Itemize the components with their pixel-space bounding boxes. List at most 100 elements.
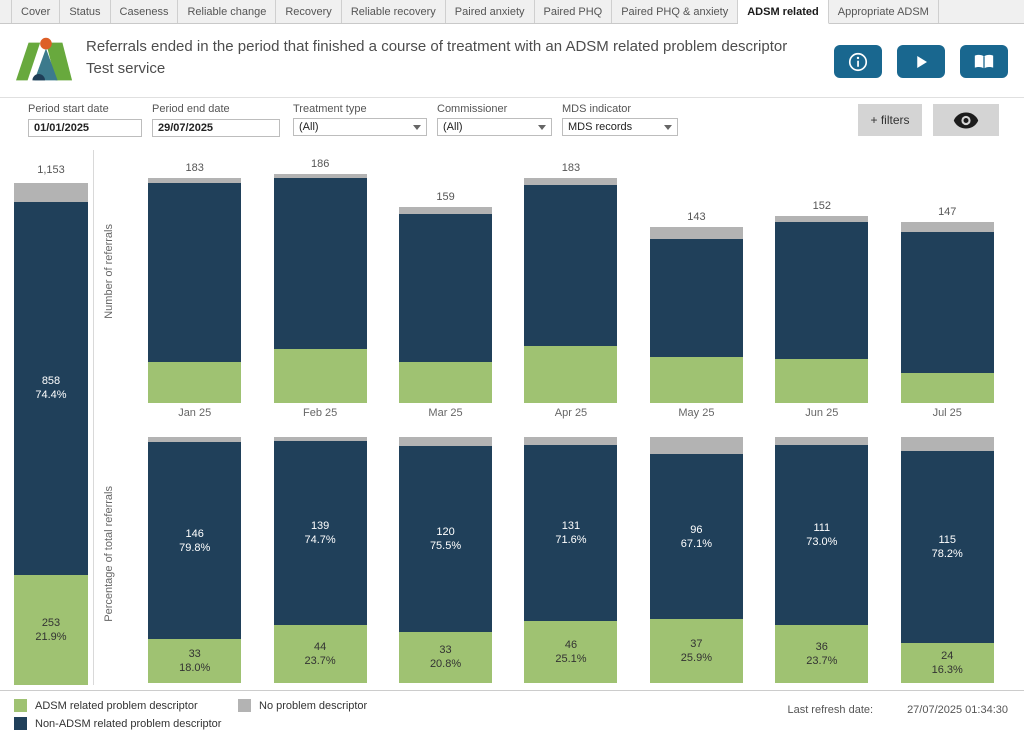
bar-segment-navy[interactable]: 120 75.5%: [399, 446, 493, 632]
tab-recovery[interactable]: Recovery: [276, 0, 342, 23]
stacked-bar: [399, 207, 493, 403]
bar-segment-label: 115 78.2%: [931, 533, 963, 560]
treatment-type-value: (All): [299, 121, 319, 133]
bar-segment-green[interactable]: 36 23.7%: [775, 624, 869, 683]
bar-segment-gray[interactable]: [148, 178, 242, 183]
service-logo-icon: [16, 37, 73, 81]
period-end-input[interactable]: [152, 119, 280, 137]
tab-reliable-recovery[interactable]: Reliable recovery: [342, 0, 446, 23]
bar-segment-green[interactable]: 33 20.8%: [399, 631, 493, 683]
chevron-down-icon: [413, 124, 421, 130]
tab-caseness[interactable]: Caseness: [111, 0, 179, 23]
bar-segment-gray[interactable]: [900, 222, 994, 232]
bar-segment-navy[interactable]: 139 74.7%: [273, 440, 367, 625]
tab-paired-phq-anxiety[interactable]: Paired PHQ & anxiety: [612, 0, 739, 23]
bar-segment-gray[interactable]: [775, 216, 869, 223]
axis-separator: [93, 150, 94, 685]
tab-appropriate-adsm[interactable]: Appropriate ADSM: [829, 0, 939, 23]
bar-segment-green[interactable]: 24 16.3%: [900, 642, 994, 683]
bar-segment-navy[interactable]: 111 73.0%: [775, 445, 869, 625]
month-column: 183: [132, 150, 257, 403]
bar-segment-green[interactable]: [900, 373, 994, 403]
bar-segment-gray[interactable]: [649, 437, 743, 455]
month-column: 183: [508, 150, 633, 403]
bar-segment-navy[interactable]: [148, 182, 242, 363]
chevron-down-icon: [538, 124, 546, 130]
bar-segment-green[interactable]: [399, 362, 493, 403]
show-hide-button[interactable]: [933, 104, 999, 136]
bar-segment-navy[interactable]: [273, 177, 367, 349]
bar-segment-green[interactable]: 44 23.7%: [273, 624, 367, 683]
month-column: 152: [759, 150, 884, 403]
legend-item-adsm[interactable]: ADSM related problem descriptor: [14, 699, 198, 712]
bar-segment-green[interactable]: [148, 362, 242, 403]
tab-status[interactable]: Status: [60, 0, 111, 23]
info-button[interactable]: [834, 45, 882, 78]
bar-segment-gray[interactable]: [14, 183, 88, 202]
bar-segment-gray[interactable]: [649, 227, 743, 240]
stacked-bar: [148, 178, 242, 403]
mds-indicator-select[interactable]: MDS records: [562, 118, 678, 136]
bar-segment-label: 36 23.7%: [806, 640, 838, 667]
month-column: 159: [383, 150, 508, 403]
bar-total-label: 183: [561, 162, 581, 174]
bar-segment-label: 96 67.1%: [680, 523, 712, 550]
tab-cover[interactable]: Cover: [12, 0, 61, 23]
bar-segment-navy[interactable]: 146 79.8%: [148, 442, 242, 639]
bar-segment-green[interactable]: 37 25.9%: [649, 619, 743, 683]
bar-segment-gray[interactable]: [524, 178, 618, 186]
tab-reliable-change[interactable]: Reliable change: [178, 0, 277, 23]
month-column: 146 79.8% 33 18.0%: [132, 437, 257, 683]
bar-segment-navy[interactable]: [900, 231, 994, 374]
bar-segment-navy[interactable]: [524, 185, 618, 347]
bar-segment-gray[interactable]: [399, 437, 493, 447]
bar-segment-gray[interactable]: [273, 174, 367, 178]
bar-segment-green[interactable]: 253 21.9%: [14, 575, 88, 685]
stacked-bar: 146 79.8% 33 18.0%: [148, 437, 242, 683]
commissioner-value: (All): [443, 121, 463, 133]
stacked-bar: [900, 222, 994, 403]
commissioner-label: Commissioner: [437, 103, 508, 115]
legend-item-no-descriptor[interactable]: No problem descriptor: [238, 699, 367, 712]
bar-segment-navy[interactable]: 131 71.6%: [524, 445, 618, 622]
month-column: 120 75.5% 33 20.8%: [383, 437, 508, 683]
tab-adsm-related[interactable]: ADSM related: [738, 0, 829, 24]
bar-segment-navy[interactable]: 96 67.1%: [649, 454, 743, 620]
bar-segment-gray[interactable]: [148, 437, 242, 443]
bar-segment-green[interactable]: [775, 358, 869, 403]
period-start-input[interactable]: [28, 119, 142, 137]
bar-segment-gray[interactable]: [273, 437, 367, 441]
bar-segment-label: 33 18.0%: [179, 647, 211, 674]
bar-segment-navy[interactable]: [775, 222, 869, 359]
legend-item-non-adsm[interactable]: Non-ADSM related problem descriptor: [14, 717, 221, 730]
bar-segment-navy[interactable]: [649, 239, 743, 358]
commissioner-select[interactable]: (All): [437, 118, 552, 136]
tab-paired-anxiety[interactable]: Paired anxiety: [446, 0, 535, 23]
overall-bar: 858 74.4% 253 21.9%: [14, 183, 88, 685]
bar-segment-gray[interactable]: [524, 437, 618, 446]
bar-segment-gray[interactable]: [775, 437, 869, 446]
bar-segment-green[interactable]: [649, 357, 743, 403]
month-column: 147: [885, 150, 1010, 403]
bar-segment-gray[interactable]: [900, 437, 994, 451]
bar-segment-navy[interactable]: 858 74.4%: [14, 201, 88, 576]
stacked-bar: 131 71.6% 46 25.1%: [524, 437, 618, 683]
bar-segment-navy[interactable]: 115 78.2%: [900, 450, 994, 643]
bar-segment-green[interactable]: 46 25.1%: [524, 621, 618, 683]
bar-segment-gray[interactable]: [399, 207, 493, 215]
bar-total-label: 143: [687, 211, 706, 223]
month-column: 139 74.7% 44 23.7%: [257, 437, 382, 683]
month-column: 115 78.2% 24 16.3%: [885, 437, 1010, 683]
monthly-counts-chart: 183 186 159 183 143 152 147: [132, 150, 1010, 403]
bar-segment-green[interactable]: [273, 348, 367, 403]
bar-segment-green[interactable]: 33 18.0%: [148, 638, 242, 683]
bar-segment-green[interactable]: [524, 346, 618, 403]
tab-paired-phq[interactable]: Paired PHQ: [535, 0, 613, 23]
stacked-bar: 96 67.1% 37 25.9%: [649, 437, 743, 683]
add-filters-button[interactable]: + filters: [858, 104, 922, 136]
month-column: 143: [634, 150, 759, 403]
guide-button[interactable]: [960, 45, 1008, 78]
bar-segment-navy[interactable]: [399, 214, 493, 363]
play-button[interactable]: [897, 45, 945, 78]
treatment-type-select[interactable]: (All): [293, 118, 427, 136]
